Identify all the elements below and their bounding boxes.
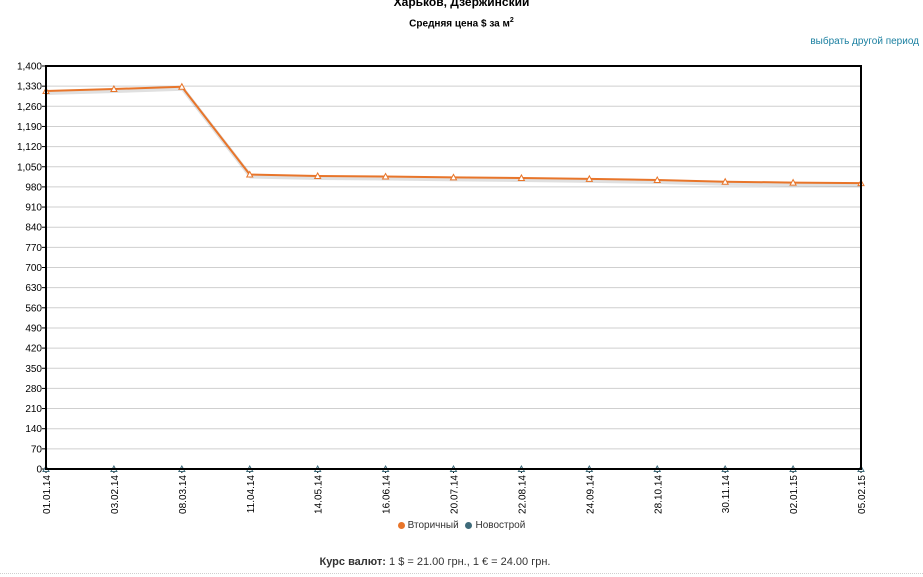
exchange-rate-label: Курс валют: xyxy=(319,556,386,568)
y-tick-label: 1,260 xyxy=(17,102,42,113)
legend-newbuild-marker xyxy=(465,522,473,529)
data-point xyxy=(313,171,322,179)
subtitle-text: Средняя цена $ за м xyxy=(409,18,510,30)
x-tick-label: 05.02.15 xyxy=(857,475,868,514)
series-shadow xyxy=(46,86,863,188)
y-tick-label: 490 xyxy=(25,323,42,334)
x-tick-label: 28.10.14 xyxy=(653,475,664,514)
data-point xyxy=(381,172,390,180)
x-tick-label: 11.04.14 xyxy=(246,475,257,514)
x-tick-label: 03.02.14 xyxy=(110,475,121,514)
series-layer xyxy=(42,82,865,472)
y-tick-label: 910 xyxy=(25,203,42,214)
y-tick-label: 630 xyxy=(25,283,42,294)
exchange-rate: Курс валют: 1 $ = 21.00 грн., 1 € = 24.0… xyxy=(0,556,870,568)
y-tick-label: 980 xyxy=(25,182,42,193)
select-period-link[interactable]: выбрать другой период xyxy=(810,36,919,47)
legend-item-secondary[interactable]: Вторичный xyxy=(397,520,459,531)
chart-subtitle: Средняя цена $ за м2 xyxy=(0,17,923,29)
data-point xyxy=(245,170,254,178)
x-tick-label: 20.07.14 xyxy=(450,475,461,514)
y-tick-label: 70 xyxy=(31,444,43,455)
legend-secondary-label: Вторичный xyxy=(407,520,459,531)
x-tick-label: 08.03.14 xyxy=(178,475,189,514)
subtitle-superscript: 2 xyxy=(509,17,514,24)
y-tick-label: 0 xyxy=(36,465,42,476)
legend-secondary-marker xyxy=(397,522,405,529)
grid-lines xyxy=(46,85,861,450)
x-tick-label: 16.06.14 xyxy=(382,475,393,514)
y-tick-label: 700 xyxy=(25,263,42,274)
x-axis-ticks: 01.01.14 03.02.14 08.03.14 11.04.14 14.05.14… xyxy=(42,469,868,514)
data-point xyxy=(653,175,662,183)
plot-frame xyxy=(45,65,862,470)
y-tick-label: 770 xyxy=(25,243,42,254)
x-tick-label: 02.01.15 xyxy=(789,475,800,514)
x-tick-label: 01.01.14 xyxy=(42,475,53,514)
data-point xyxy=(449,173,458,181)
y-tick-label: 1,190 xyxy=(17,122,42,133)
y-tick-label: 1,400 xyxy=(17,62,42,73)
data-point xyxy=(721,177,730,185)
x-tick-label: 14.05.14 xyxy=(314,475,325,514)
y-tick-label: 210 xyxy=(25,404,42,415)
data-point xyxy=(789,178,797,186)
y-tick-label: 420 xyxy=(25,344,42,355)
x-tick-label: 22.08.14 xyxy=(517,475,528,514)
legend-item-newbuild[interactable]: Новострой xyxy=(465,520,525,531)
y-tick-label: 560 xyxy=(25,303,42,314)
line-chart: 0 70 140 210 280 350 420 490 560 630 700 770 840 910 9… xyxy=(17,62,868,514)
y-tick-label: 140 xyxy=(25,424,42,435)
footer-divider xyxy=(0,573,923,574)
series-line xyxy=(45,85,862,185)
exchange-rate-value: 1 $ = 21.00 грн., 1 € = 24.00 грн. xyxy=(389,556,551,568)
legend-newbuild-label: Новострой xyxy=(475,520,526,531)
y-tick-label: 1,330 xyxy=(17,82,42,93)
y-tick-label: 350 xyxy=(25,364,42,375)
y-tick-label: 1,120 xyxy=(17,142,42,153)
chart-title: Харьков, Дзержинский xyxy=(393,0,530,9)
y-axis-ticks: 0 70 140 210 280 350 420 490 560 630 700 770 840 910 9… xyxy=(17,62,46,476)
data-point xyxy=(110,84,118,93)
y-tick-label: 280 xyxy=(25,384,42,395)
data-point xyxy=(177,82,186,90)
data-point xyxy=(585,174,594,182)
y-tick-label: 1,050 xyxy=(17,162,42,173)
y-tick-label: 840 xyxy=(25,223,42,234)
legend: Вторичный Новострой xyxy=(0,520,923,532)
x-tick-label: 30.11.14 xyxy=(721,475,732,514)
x-tick-label: 24.09.14 xyxy=(585,475,596,514)
data-point xyxy=(517,173,526,181)
